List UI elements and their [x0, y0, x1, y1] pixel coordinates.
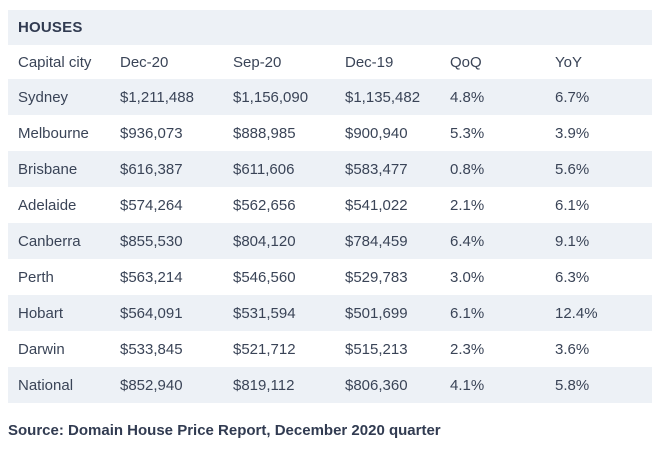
table-body: Sydney $1,211,488 $1,156,090 $1,135,482 4.8%… — [8, 79, 652, 403]
cell-dec19: $784,459 — [345, 232, 408, 250]
cell-yoy: 3.9% — [555, 124, 590, 142]
cell-yoy: 6.1% — [555, 196, 590, 214]
cell-yoy: 5.8% — [555, 376, 590, 394]
table-title: HOUSES — [18, 19, 83, 36]
cell-qoq: 2.1% — [450, 196, 485, 214]
cell-qoq: 2.3% — [450, 340, 485, 358]
cell-dec20: $1,211,488 — [120, 88, 194, 106]
cell-city: National — [18, 376, 74, 394]
cell-sep20: $611,606 — [233, 160, 295, 178]
table-title-bar: HOUSES — [8, 10, 652, 45]
column-header-sep-20: Sep-20 — [223, 45, 335, 79]
cell-sep20: $804,120 — [233, 232, 296, 250]
column-header-yoy: YoY — [545, 45, 652, 79]
source-note: Source: Domain House Price Report, Decem… — [8, 422, 441, 439]
cell-city: Darwin — [18, 340, 65, 358]
cell-yoy: 6.7% — [555, 88, 590, 106]
cell-dec20: $563,214 — [120, 268, 183, 286]
cell-dec20: $533,845 — [120, 340, 183, 358]
cell-sep20: $888,985 — [233, 124, 296, 142]
cell-dec19: $900,940 — [345, 124, 408, 142]
cell-yoy: 3.6% — [555, 340, 590, 358]
cell-yoy: 12.4% — [555, 304, 598, 322]
column-header-qoq: QoQ — [440, 45, 545, 79]
cell-dec20: $564,091 — [120, 304, 183, 322]
cell-city: Adelaide — [18, 196, 77, 214]
cell-qoq: 4.1% — [450, 376, 485, 394]
cell-dec19: $515,213 — [345, 340, 408, 358]
cell-yoy: 5.6% — [555, 160, 590, 178]
cell-dec20: $574,264 — [120, 196, 183, 214]
cell-dec19: $806,360 — [345, 376, 408, 394]
cell-dec20: $855,530 — [120, 232, 183, 250]
cell-dec19: $501,699 — [345, 304, 408, 322]
cell-city: Perth — [18, 268, 54, 286]
cell-yoy: 9.1% — [555, 232, 590, 250]
column-header-dec-19: Dec-19 — [335, 45, 440, 79]
table-row: Melbourne $936,073 $888,985 $900,940 5.3% 3.9… — [8, 115, 652, 151]
cell-city: Brisbane — [18, 160, 78, 178]
cell-yoy: 6.3% — [555, 268, 590, 286]
cell-sep20: $521,712 — [233, 340, 296, 358]
column-header-capital-city: Capital city — [8, 45, 110, 79]
cell-sep20: $819,112 — [233, 376, 295, 394]
cell-qoq: 3.0% — [450, 268, 485, 286]
cell-dec20: $616,387 — [120, 160, 183, 178]
house-prices-table: Capital city Dec-20 Sep-20 Dec-19 QoQ Yo… — [8, 45, 652, 403]
cell-dec19: $541,022 — [345, 196, 408, 214]
cell-qoq: 6.1% — [450, 304, 485, 322]
house-price-table-widget: HOUSES Capital city Dec-20 Sep-20 Dec-19… — [8, 10, 652, 403]
table-row: Brisbane $616,387 $611,606 $583,477 0.8% 5.6% — [8, 151, 652, 187]
cell-qoq: 4.8% — [450, 88, 485, 106]
cell-dec20: $852,940 — [120, 376, 183, 394]
cell-qoq: 5.3% — [450, 124, 485, 142]
table-row: National $852,940 $819,112 $806,360 4.1% 5.8% — [8, 367, 652, 403]
cell-city: Melbourne — [18, 124, 89, 142]
cell-city: Hobart — [18, 304, 64, 322]
cell-qoq: 6.4% — [450, 232, 485, 250]
cell-dec19: $1,135,482 — [345, 88, 421, 106]
table-row: Hobart $564,091 $531,594 $501,699 6.1% 12.4% — [8, 295, 652, 331]
cell-dec19: $529,783 — [345, 268, 408, 286]
cell-sep20: $531,594 — [233, 304, 296, 322]
header-row: Capital city Dec-20 Sep-20 Dec-19 QoQ Yo… — [8, 45, 652, 79]
cell-sep20: $546,560 — [233, 268, 296, 286]
cell-city: Canberra — [18, 232, 81, 250]
table-row: Sydney $1,211,488 $1,156,090 $1,135,482 4.8%… — [8, 79, 652, 115]
cell-sep20: $1,156,090 — [233, 88, 309, 106]
table-row: Adelaide $574,264 $562,656 $541,022 2.1% 6.1% — [8, 187, 652, 223]
cell-sep20: $562,656 — [233, 196, 296, 214]
table-row: Canberra $855,530 $804,120 $784,459 6.4% 9.1% — [8, 223, 652, 259]
cell-dec20: $936,073 — [120, 124, 183, 142]
cell-dec19: $583,477 — [345, 160, 408, 178]
column-header-dec-20: Dec-20 — [110, 45, 223, 79]
table-row: Perth $563,214 $546,560 $529,783 3.0% 6.3% — [8, 259, 652, 295]
cell-city: Sydney — [18, 88, 69, 106]
table-row: Darwin $533,845 $521,712 $515,213 2.3% 3.6% — [8, 331, 652, 367]
cell-qoq: 0.8% — [450, 160, 485, 178]
